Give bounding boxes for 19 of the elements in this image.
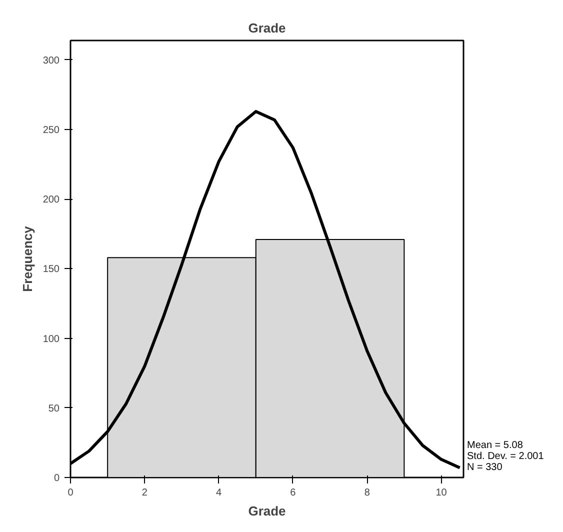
y-tick-label: 0 [54, 473, 60, 484]
x-tick-label: 0 [68, 488, 74, 498]
text: N = 330 [467, 462, 502, 473]
x-axis-title: Grade [248, 504, 286, 518]
x-tick-label: 2 [142, 488, 148, 498]
y-tick-label: 300 [42, 55, 60, 66]
y-tick-label: 150 [42, 264, 60, 276]
y-axis-title: Frequency [20, 225, 35, 292]
text: Mean = 5.08 [467, 440, 523, 451]
y-tick-label: 100 [42, 334, 60, 345]
y-tick-label: 200 [42, 194, 60, 206]
text: Std. Dev. = 2.001 [467, 451, 544, 462]
y-tick-label: 250 [42, 125, 60, 136]
chart-title: Grade [248, 20, 286, 36]
x-tick-label: 8 [364, 488, 370, 498]
x-tick-label: 10 [436, 488, 448, 498]
y-tick-label: 50 [48, 403, 60, 414]
x-tick-label: 4 [216, 488, 222, 498]
x-tick-label: 6 [290, 488, 296, 498]
